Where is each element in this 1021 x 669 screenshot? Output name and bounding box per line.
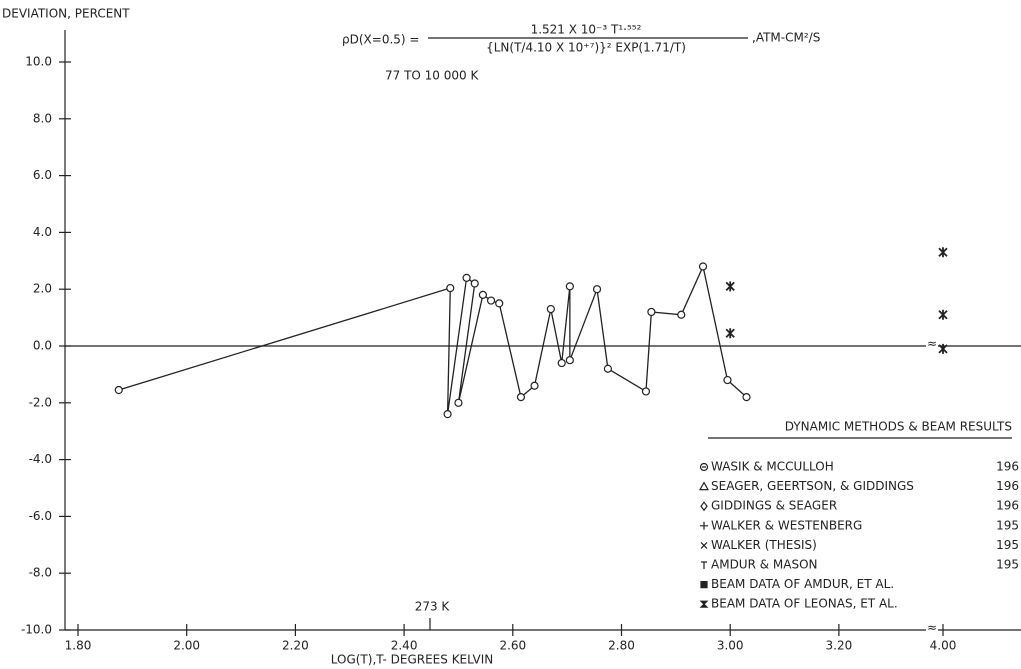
y-tick-label: -10.0 (21, 623, 52, 637)
y-tick-label: 8.0 (33, 111, 52, 125)
data-point (516, 393, 526, 402)
legend-year: 195 (996, 558, 1019, 572)
data-point (938, 247, 948, 258)
x-tick-label: 2.20 (282, 639, 309, 653)
x-axis-label: LOG(T),T- DEGREES KELVIN (331, 653, 493, 667)
legend-year: 196 (996, 479, 1019, 493)
y-tick-label: -4.0 (29, 452, 52, 466)
legend-label: WALKER (THESIS) (711, 538, 817, 552)
data-point (677, 310, 686, 319)
data-point (723, 375, 732, 385)
data-point (742, 393, 751, 402)
legend-year: 195 (996, 518, 1019, 532)
legend-label: GIDDINGS & SEAGER (711, 499, 837, 513)
legend-label: SEAGER, GEERTSON, & GIDDINGS (711, 479, 914, 493)
x-tick-label: 1.80 (65, 639, 92, 653)
data-point (647, 307, 656, 317)
data-point (470, 279, 479, 288)
legend-label: BEAM DATA OF LEONAS, ET AL. (711, 597, 898, 611)
x-tick-label: 4.00 (930, 639, 957, 653)
legend-marker (700, 501, 708, 512)
x-tick-label: 2.60 (499, 639, 526, 653)
formula-lhs: ρD(X=0.5) = (342, 33, 419, 47)
data-point (938, 309, 948, 320)
data-point (938, 343, 948, 354)
y-tick-label: 10.0 (25, 55, 52, 69)
y-tick-label: -8.0 (29, 566, 52, 580)
x-tick-label: 2.00 (173, 639, 200, 653)
data-point (565, 282, 574, 291)
x-tick-label: 2.40 (391, 639, 418, 653)
data-point (495, 299, 504, 308)
data-point (725, 328, 735, 339)
data-point (557, 358, 566, 368)
range-note: 77 TO 10 000 K (385, 69, 479, 83)
legend-marker (698, 481, 710, 491)
data-point (698, 262, 708, 271)
legend-label: BEAM DATA OF AMDUR, ET AL. (711, 577, 894, 591)
data-point (546, 304, 555, 314)
data-point (486, 296, 496, 305)
legend-marker (700, 541, 708, 549)
y-tick-label: -2.0 (29, 395, 52, 409)
data-point (454, 398, 463, 407)
legend-year: 196 (996, 499, 1019, 513)
data-point (725, 281, 735, 292)
x-tick-label: 3.00 (717, 639, 744, 653)
legend-year: 195 (996, 538, 1019, 552)
legend-marker (699, 600, 709, 608)
axis-break: ≈ (927, 621, 937, 635)
legend-marker (700, 581, 708, 589)
legend-marker (700, 521, 708, 530)
annotation: 273 K (415, 600, 451, 614)
legend-title: DYNAMIC METHODS & BEAM RESULTS (785, 420, 1012, 434)
formula-units: ,ATM-CM²/S (752, 31, 820, 45)
legend-label: AMDUR & MASON (711, 558, 818, 572)
legend-year: 196 (996, 460, 1019, 474)
data-point (565, 356, 574, 365)
y-tick-label: 0.0 (33, 339, 52, 353)
legend-marker (699, 462, 709, 472)
data-line (118, 264, 747, 415)
y-tick-label: 6.0 (33, 168, 52, 182)
formula-numerator: 1.521 X 10⁻³ T¹·⁵⁵² (531, 23, 642, 37)
data-point (478, 290, 488, 299)
data-point (530, 381, 539, 390)
axis-break: ≈ (927, 337, 937, 351)
data-point (592, 285, 602, 294)
data-point (446, 283, 455, 293)
x-tick-label: 2.80 (608, 639, 635, 653)
y-axis-label: DEVIATION, PERCENT (2, 7, 130, 21)
data-point (462, 273, 471, 282)
y-tick-label: -6.0 (29, 509, 52, 523)
data-point (443, 410, 452, 419)
legend-marker (701, 561, 707, 569)
legend-label: WALKER & WESTENBERG (711, 518, 862, 532)
data-point (114, 385, 123, 395)
y-tick-label: 2.0 (33, 282, 52, 296)
x-tick-label: 3.20 (826, 639, 853, 653)
y-tick-label: 4.0 (33, 225, 52, 239)
legend-label: WASIK & MCCULLOH (711, 460, 834, 474)
formula-denominator: {LN(T/4.10 X 10⁺⁷)}² EXP(1.71/T) (486, 41, 686, 55)
data-point (603, 364, 613, 373)
data-point (641, 387, 651, 396)
